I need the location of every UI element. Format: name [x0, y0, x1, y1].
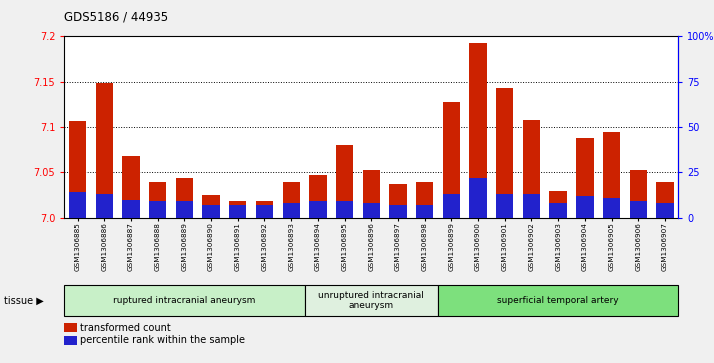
- Bar: [363, 203, 380, 218]
- Bar: [416, 182, 433, 218]
- Bar: [416, 205, 433, 218]
- Bar: [443, 102, 460, 218]
- Text: percentile rank within the sample: percentile rank within the sample: [80, 335, 245, 345]
- Bar: [523, 194, 540, 218]
- Bar: [69, 121, 86, 218]
- Bar: [656, 182, 673, 218]
- Bar: [256, 201, 273, 218]
- Bar: [389, 184, 407, 218]
- Text: ruptured intracranial aneurysm: ruptured intracranial aneurysm: [114, 296, 256, 305]
- Bar: [203, 195, 220, 218]
- Bar: [496, 194, 513, 218]
- Bar: [603, 198, 620, 218]
- Bar: [630, 170, 647, 218]
- Bar: [443, 194, 460, 218]
- Bar: [496, 88, 513, 218]
- Bar: [523, 120, 540, 218]
- Bar: [96, 194, 113, 218]
- Bar: [576, 138, 593, 218]
- Bar: [336, 201, 353, 218]
- Bar: [336, 145, 353, 218]
- Bar: [176, 201, 193, 218]
- Bar: [229, 201, 246, 218]
- Bar: [576, 196, 593, 218]
- Bar: [122, 156, 140, 218]
- Text: tissue ▶: tissue ▶: [4, 295, 44, 305]
- Bar: [550, 191, 567, 218]
- Bar: [149, 182, 166, 218]
- Text: transformed count: transformed count: [80, 323, 171, 333]
- Bar: [630, 201, 647, 218]
- Bar: [176, 178, 193, 218]
- Text: unruptured intracranial
aneurysm: unruptured intracranial aneurysm: [318, 291, 424, 310]
- Bar: [149, 201, 166, 218]
- Bar: [283, 182, 300, 218]
- Bar: [69, 192, 86, 218]
- Text: superficial temporal artery: superficial temporal artery: [498, 296, 619, 305]
- Bar: [309, 175, 326, 218]
- Text: GDS5186 / 44935: GDS5186 / 44935: [64, 11, 169, 24]
- Bar: [363, 170, 380, 218]
- Bar: [469, 43, 487, 218]
- Bar: [96, 83, 113, 218]
- Bar: [309, 201, 326, 218]
- Bar: [229, 205, 246, 218]
- Bar: [122, 200, 140, 218]
- Bar: [203, 205, 220, 218]
- Bar: [256, 205, 273, 218]
- Bar: [283, 203, 300, 218]
- Bar: [469, 178, 487, 218]
- Bar: [389, 205, 407, 218]
- Bar: [656, 203, 673, 218]
- Bar: [550, 203, 567, 218]
- Bar: [603, 132, 620, 218]
